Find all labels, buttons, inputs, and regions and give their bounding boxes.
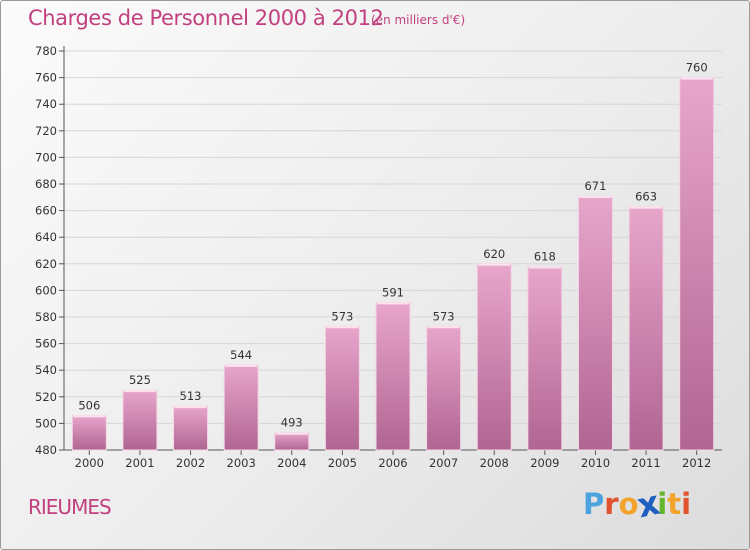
bar-2005 — [324, 325, 360, 451]
commune-name: RIEUMES — [28, 495, 112, 519]
logo-letter: P — [583, 487, 605, 521]
value-label-2001: 525 — [129, 373, 151, 387]
logo-letter: r — [604, 487, 619, 521]
y-tick-label: 700 — [35, 150, 57, 164]
bar-2012 — [679, 77, 715, 451]
value-label-2008: 620 — [483, 247, 505, 261]
x-tick-label-2001: 2001 — [125, 456, 154, 470]
bar-2011 — [628, 206, 664, 451]
y-tick-label: 740 — [35, 97, 57, 111]
value-label-2000: 506 — [78, 398, 100, 412]
y-tick-label: 680 — [35, 177, 57, 191]
bar-2009 — [527, 265, 563, 451]
bar-2000 — [71, 414, 107, 451]
bar-2001 — [122, 389, 158, 451]
value-label-2005: 573 — [331, 309, 353, 323]
value-label-2006: 591 — [382, 285, 404, 299]
chart-title: Charges de Personnel 2000 à 2012 — [28, 6, 384, 30]
y-tick-label: 760 — [35, 71, 57, 85]
x-tick-label-2011: 2011 — [631, 456, 660, 470]
y-tick-label: 780 — [35, 44, 57, 58]
chart-subtitle: (en milliers d'€) — [371, 13, 466, 27]
y-tick-labels: 480 500 520 540 560 580 600 620 640 660 680 700 720 7… — [35, 44, 57, 457]
y-tick-label: 660 — [35, 204, 57, 218]
x-tick-label-2005: 2005 — [328, 456, 357, 470]
x-tick-label-2004: 2004 — [277, 456, 306, 470]
y-tick-label: 600 — [35, 283, 57, 297]
logo-letter: o — [618, 487, 639, 521]
y-tick-label: 720 — [35, 124, 57, 138]
y-tick-label: 640 — [35, 230, 57, 244]
x-tick-label-2010: 2010 — [581, 456, 610, 470]
x-tick-label-2003: 2003 — [227, 456, 256, 470]
bar-2010 — [577, 195, 613, 451]
x-tick-label-2012: 2012 — [682, 456, 711, 470]
value-label-2009: 618 — [534, 249, 556, 263]
logo-letter: i — [681, 487, 692, 521]
bar-2008 — [476, 263, 512, 451]
y-tick-label: 480 — [35, 443, 57, 457]
x-tick-label-2006: 2006 — [378, 456, 407, 470]
value-label-2007: 573 — [433, 309, 455, 323]
x-tick-label-2000: 2000 — [75, 456, 104, 470]
x-tick-labels: 2000 2001 2002 2003 2004 2005 2006 2007 2008 2009… — [75, 456, 712, 470]
value-label-2003: 544 — [230, 348, 252, 362]
y-tick-label: 520 — [35, 390, 57, 404]
value-label-2004: 493 — [281, 416, 303, 430]
y-tick-label: 620 — [35, 257, 57, 271]
y-tick-label: 560 — [35, 337, 57, 351]
value-label-2002: 513 — [180, 389, 202, 403]
x-tick-label-2007: 2007 — [429, 456, 458, 470]
x-tick-label-2002: 2002 — [176, 456, 205, 470]
y-tick-label: 540 — [35, 363, 57, 377]
bars — [71, 77, 715, 451]
value-label-2010: 671 — [584, 179, 606, 193]
logo-letter: i — [657, 487, 668, 521]
value-labels: 506 525 513 544 493 573 591 573 620 618 671 663 760 — [78, 61, 707, 430]
bar-2006 — [375, 301, 411, 451]
bar-2002 — [173, 405, 209, 451]
x-tick-label-2009: 2009 — [530, 456, 559, 470]
logo-letter: t — [667, 487, 682, 521]
bar-2003 — [223, 364, 259, 451]
value-label-2011: 663 — [635, 190, 657, 204]
bar-2007 — [426, 325, 462, 451]
value-label-2012: 760 — [686, 61, 708, 75]
y-tick-label: 580 — [35, 310, 57, 324]
bar-2004 — [274, 432, 310, 451]
y-tick-label: 500 — [35, 416, 57, 430]
x-tick-label-2008: 2008 — [480, 456, 509, 470]
proxiti-logo[interactable]: Proxiti — [583, 483, 692, 526]
